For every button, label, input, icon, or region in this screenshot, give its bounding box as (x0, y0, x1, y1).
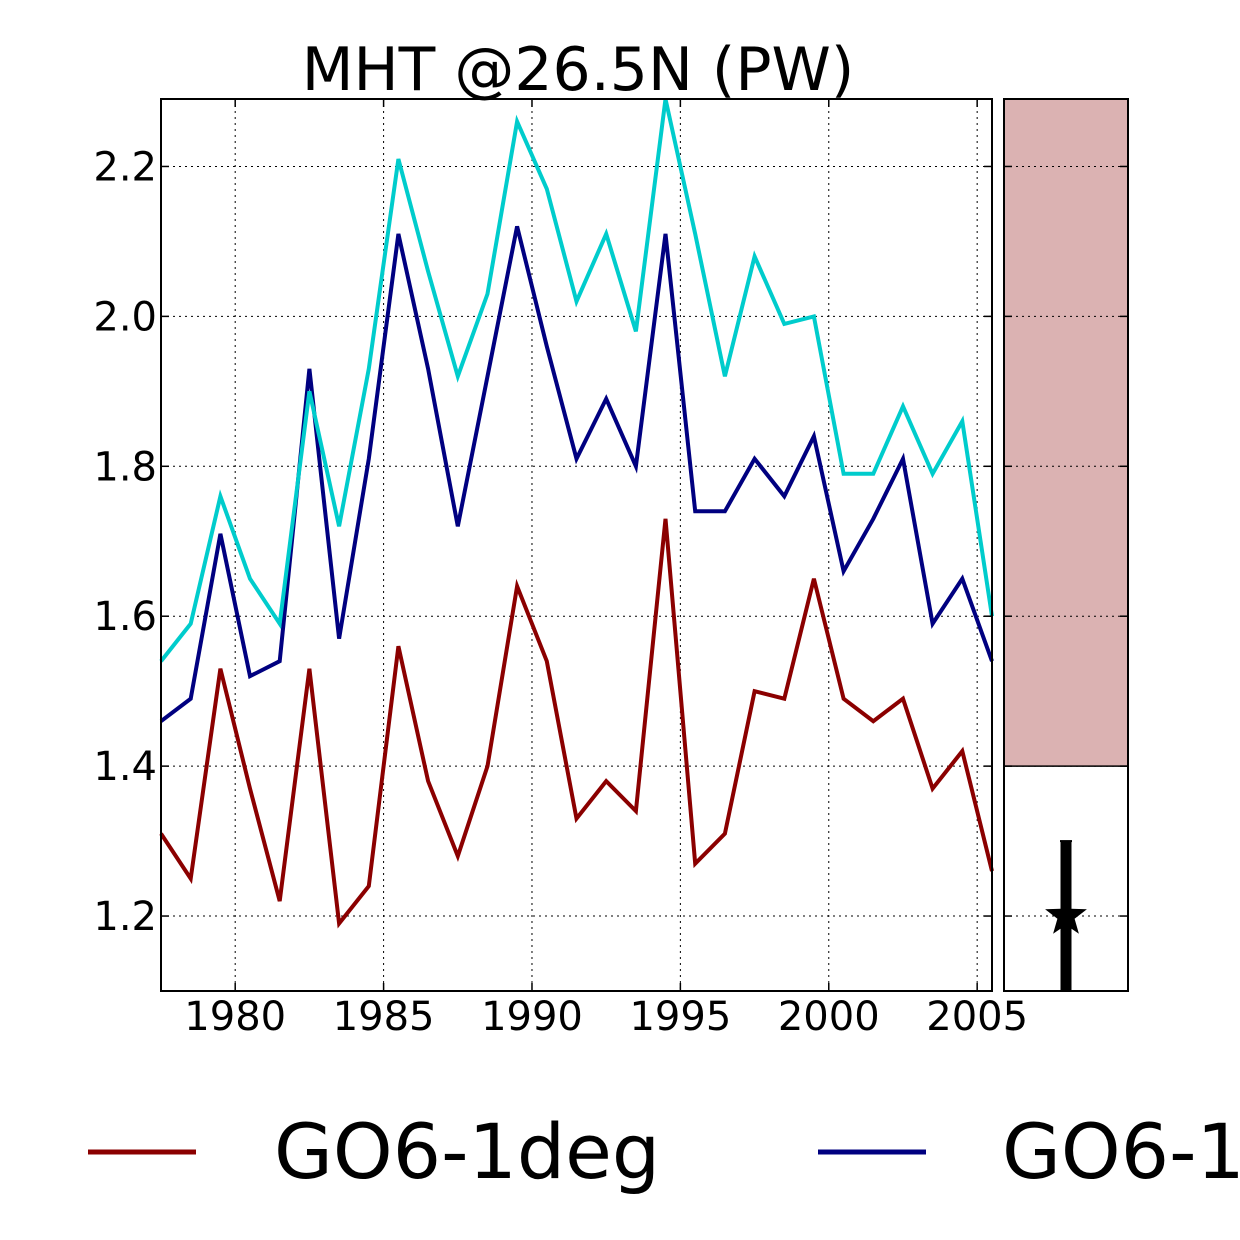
legend-label-go6-1: GO6-1 (1002, 1107, 1240, 1196)
star-icon (1045, 894, 1087, 934)
x-tick-label: 2005 (926, 994, 1028, 1040)
observation-panel (1003, 98, 1129, 992)
y-tick-label: 1.8 (93, 444, 157, 490)
y-tick-label: 1.2 (93, 894, 157, 940)
main-plot-panel: 1980 1985 1990 1995 2000 2005 1.2 1.4 1.6 1.8 2.0… (93, 98, 1028, 1040)
main-grid (161, 99, 992, 991)
observation-panel-frame (1003, 98, 1129, 992)
series-line-2 (159, 98, 994, 663)
chart-title: MHT @26.5N (PW) (302, 35, 854, 105)
x-tick-label: 2000 (778, 994, 880, 1040)
legend: GO6-1deg GO6-1 (88, 1107, 1240, 1196)
x-tick-label: 1995 (629, 994, 731, 1040)
y-tick-label: 1.6 (93, 594, 157, 640)
y-tick-label: 1.4 (93, 744, 157, 790)
y-tick-label: 2.2 (93, 144, 157, 190)
main-plot-frame (160, 98, 993, 992)
y-axis-ticks: 1.2 1.4 1.6 1.8 2.0 2.2 (93, 144, 992, 940)
observation-marker (1045, 840, 1087, 991)
x-axis-ticks: 1980 1985 1990 1995 2000 2005 (184, 99, 1028, 1040)
x-tick-label: 1985 (333, 994, 435, 1040)
y-tick-label: 2.0 (93, 294, 157, 340)
series-line-0 (159, 518, 994, 929)
main-series-lines (159, 98, 994, 929)
x-tick-label: 1980 (184, 994, 286, 1040)
observation-range-shading (1004, 99, 1128, 767)
x-tick-label: 1990 (481, 994, 583, 1040)
legend-label-go6-1deg: GO6-1deg (274, 1107, 660, 1196)
